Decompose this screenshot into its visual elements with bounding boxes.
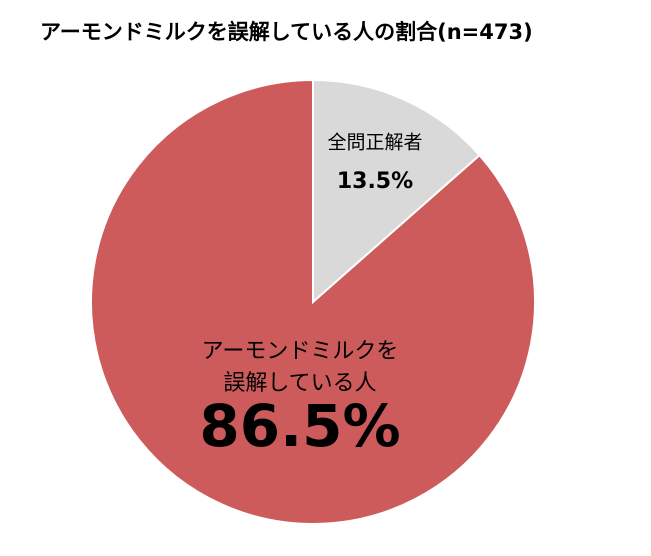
value-label: 13.5% xyxy=(337,169,413,194)
pie-slice xyxy=(90,78,536,525)
slice-label: 全問正解者 xyxy=(327,132,422,154)
value-label: 86.5% xyxy=(199,392,400,460)
slice-label: 誤解している人 xyxy=(223,371,376,396)
pie-slice xyxy=(312,78,481,305)
slice-label: アーモンドミルクを xyxy=(202,339,399,364)
chart-title: アーモンドミルクを誤解している人の割合(n=473) xyxy=(40,20,533,44)
